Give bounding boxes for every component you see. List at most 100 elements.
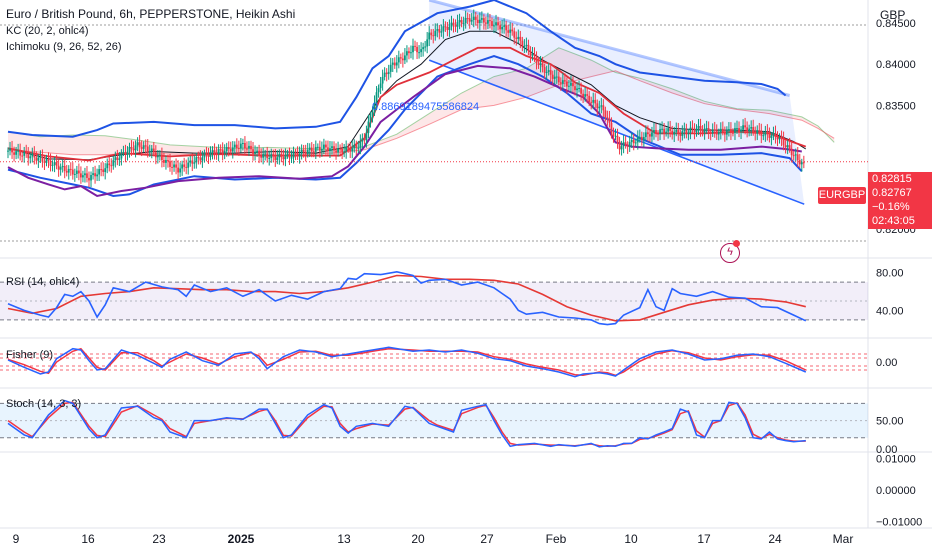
candle-body <box>250 145 252 150</box>
fisher-indicator-label[interactable]: Fisher (9) <box>6 349 54 361</box>
candle-body <box>703 128 706 133</box>
candle-body <box>521 40 524 47</box>
candle-body <box>675 129 678 132</box>
alert-bolt-icon[interactable]: ϟ <box>720 243 740 263</box>
candle-body <box>721 128 724 132</box>
candle-body <box>561 80 564 84</box>
stoch-indicator-label[interactable]: Stoch (14, 3, 3) <box>6 398 82 410</box>
candle-body <box>460 20 463 24</box>
candle-body <box>337 148 339 153</box>
ichimoku-indicator-label[interactable]: Ichimoku (9, 26, 52, 26) <box>6 41 122 53</box>
price-tick-label: 0.84500 <box>876 18 916 30</box>
symbol-tag: EURGBP <box>818 187 866 204</box>
candle-body <box>351 148 354 152</box>
candle-body <box>541 63 544 68</box>
candle-body <box>711 129 714 134</box>
candle-body <box>602 105 605 111</box>
candle-body <box>29 156 32 159</box>
price-scale-currency[interactable]: GBP <box>880 8 906 22</box>
time-axis-label[interactable]: Feb <box>546 532 567 546</box>
time-axis-label[interactable]: 16 <box>81 532 95 546</box>
time-axis-label[interactable]: 9 <box>13 532 20 546</box>
candle-body <box>695 128 698 132</box>
candle-body <box>493 25 495 27</box>
empty-pane-tick-label: −0.01000 <box>876 517 922 529</box>
kc-indicator-label[interactable]: KC (20, 2, ohlc4) <box>6 25 89 37</box>
candle-body <box>663 128 665 133</box>
candle-body <box>286 153 289 156</box>
time-axis-label[interactable]: 24 <box>768 532 782 546</box>
candle-body <box>144 145 147 147</box>
rsi-ma-line <box>7 274 806 322</box>
candle-body <box>606 117 609 119</box>
candle-body <box>533 54 536 56</box>
candle-body <box>191 160 194 164</box>
candle-body <box>274 155 277 161</box>
candle-body <box>217 149 220 155</box>
candle-body <box>268 157 271 159</box>
candle-body <box>470 19 473 22</box>
candle-body <box>557 76 560 83</box>
candle-body <box>98 169 101 175</box>
candle-body <box>80 173 82 178</box>
candle-body <box>774 132 777 138</box>
candle-body <box>237 148 240 150</box>
candle-body <box>738 128 740 132</box>
fisher-tick-label: 0.00 <box>876 357 897 369</box>
candle-body <box>242 143 244 145</box>
candle-body <box>752 127 755 132</box>
candle-body <box>369 115 372 122</box>
candle-body <box>31 153 34 157</box>
rsi-indicator-label[interactable]: RSI (14, ohlc4) <box>6 276 80 288</box>
candle-body <box>707 128 710 133</box>
candle-body <box>124 152 127 156</box>
candle-body <box>762 135 765 137</box>
candle-body <box>294 152 297 154</box>
time-axis-label[interactable]: 13 <box>337 532 351 546</box>
time-axis-label[interactable]: 10 <box>624 532 638 546</box>
time-axis-label[interactable]: 20 <box>411 532 425 546</box>
candle-body <box>171 166 173 168</box>
candle-body <box>404 55 406 61</box>
time-axis-label[interactable]: 2025 <box>228 532 255 546</box>
candle-body <box>424 46 427 48</box>
candle-body <box>691 127 694 129</box>
candle-body <box>256 150 258 153</box>
candle-body <box>302 149 305 152</box>
candle-body <box>590 101 593 103</box>
candle-body <box>43 161 46 163</box>
candle-body <box>689 127 692 133</box>
candle-body <box>120 152 123 159</box>
candle-body <box>555 76 558 78</box>
kc-lower-band <box>7 54 803 198</box>
time-axis-label[interactable]: 27 <box>480 532 494 546</box>
time-axis-label[interactable]: 17 <box>697 532 711 546</box>
candle-body <box>545 71 548 73</box>
candle-body <box>717 132 720 135</box>
time-axis-label[interactable]: Mar <box>833 532 854 546</box>
candle-body <box>181 164 184 169</box>
candle-body <box>418 52 420 54</box>
candle-body <box>491 21 493 27</box>
candle-body <box>19 150 22 156</box>
candle-body <box>63 165 66 171</box>
candle-body <box>13 152 15 155</box>
candle-body <box>665 131 668 133</box>
stoch-tick-label: 50.00 <box>876 416 904 428</box>
trend-channel-lower <box>428 59 805 205</box>
candle-body <box>736 128 738 130</box>
candle-body <box>412 45 414 53</box>
time-axis-label[interactable]: 23 <box>152 532 166 546</box>
candle-body <box>211 150 214 153</box>
ichimoku-cloud <box>8 47 835 156</box>
candle-body <box>482 18 485 23</box>
candle-body <box>636 137 639 143</box>
candle-body <box>574 86 576 91</box>
candle-body <box>11 148 13 153</box>
candle-body <box>683 130 686 132</box>
candle-body <box>651 132 653 137</box>
candle-body <box>598 106 601 109</box>
candle-body <box>260 155 263 158</box>
candle-body <box>723 131 726 135</box>
